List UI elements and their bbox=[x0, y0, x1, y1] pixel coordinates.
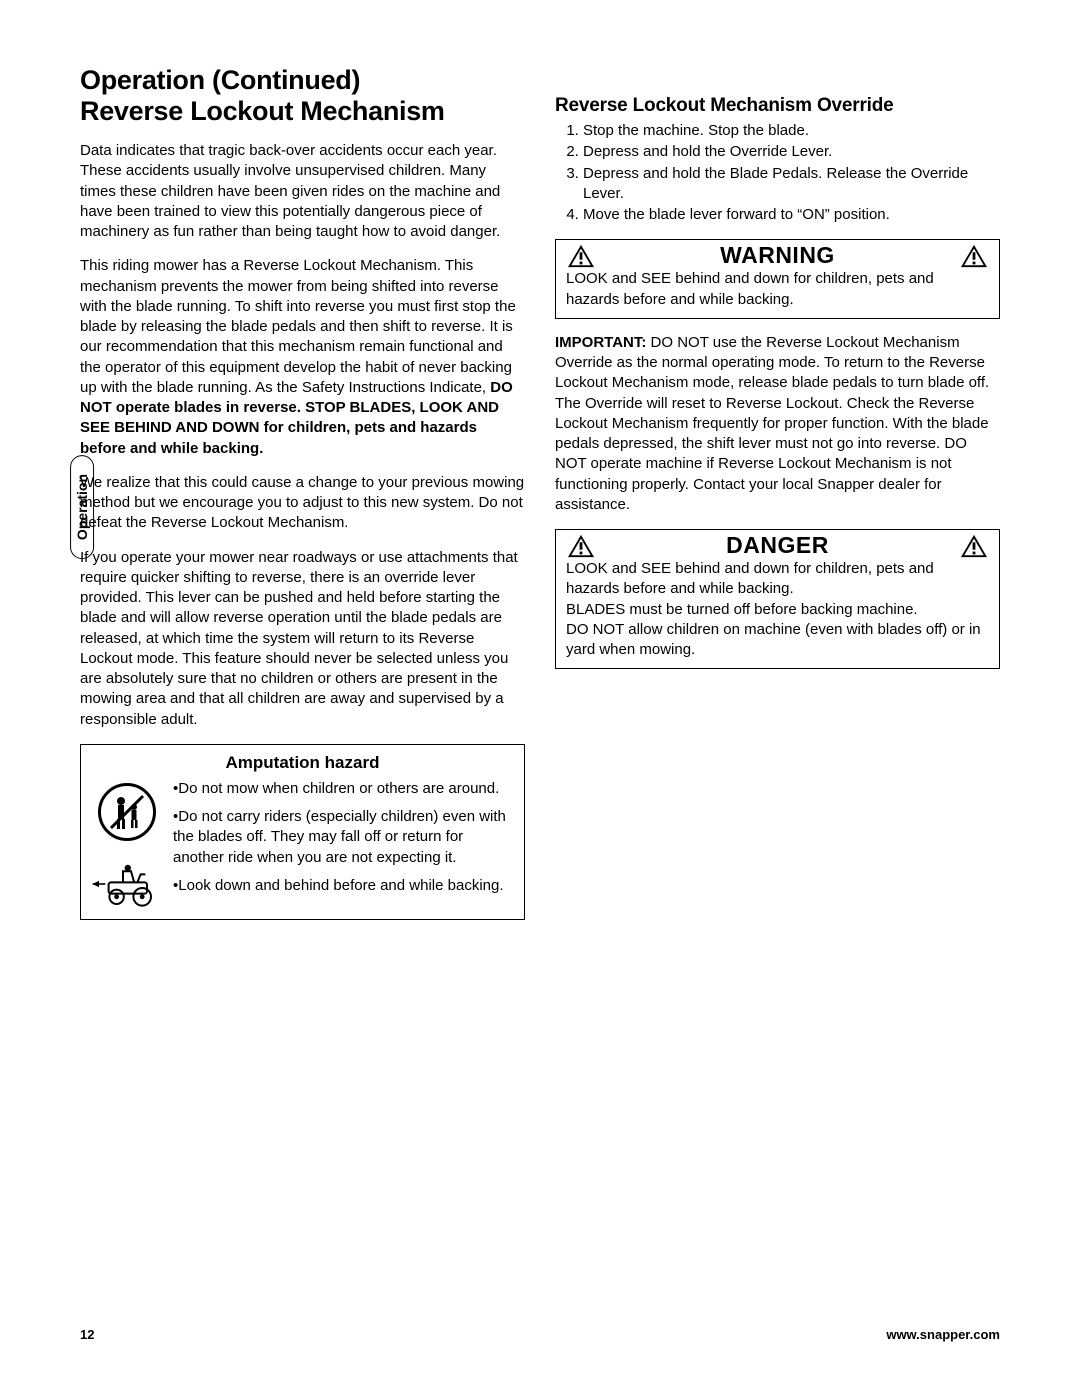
intro-paragraph-2: This riding mower has a Reverse Lockout … bbox=[80, 256, 525, 459]
danger-line-2: BLADES must be turned off before backing… bbox=[566, 600, 989, 620]
section-tab: Operation bbox=[70, 455, 94, 559]
step-3: Depress and hold the Blade Pedals. Relea… bbox=[583, 164, 1000, 205]
warning-triangle-icon bbox=[566, 243, 596, 269]
danger-box: DANGER LOOK and SEE behind and down for … bbox=[555, 529, 1000, 669]
warning-triangle-icon bbox=[959, 243, 989, 269]
danger-line-3: DO NOT allow children on machine (even w… bbox=[566, 620, 989, 661]
warning-box: WARNING LOOK and SEE behind and down for… bbox=[555, 239, 1000, 319]
warning-header: WARNING bbox=[556, 240, 999, 269]
intro-paragraph-4: If you operate your mower near roadways … bbox=[80, 548, 525, 730]
intro-paragraph-1: Data indicates that tragic back-over acc… bbox=[80, 141, 525, 242]
warning-triangle-icon bbox=[566, 533, 596, 559]
footer-url: www.snapper.com bbox=[886, 1327, 1000, 1342]
hazard-bullet-3: •Look down and behind before and while b… bbox=[173, 876, 514, 896]
right-column: Reverse Lockout Mechanism Override Stop … bbox=[555, 65, 1000, 920]
page-title: Operation (Continued) Reverse Lockout Me… bbox=[80, 65, 525, 127]
para2-normal: This riding mower has a Reverse Lockout … bbox=[80, 257, 516, 396]
two-column-layout: Operation (Continued) Reverse Lockout Me… bbox=[80, 65, 1000, 920]
step-1: Stop the machine. Stop the blade. bbox=[583, 121, 1000, 141]
danger-title: DANGER bbox=[726, 532, 829, 559]
warning-title: WARNING bbox=[720, 242, 835, 269]
page-content: Operation Operation (Continued) Reverse … bbox=[80, 65, 1000, 1342]
override-steps: Stop the machine. Stop the blade. Depres… bbox=[555, 121, 1000, 225]
hazard-bullet-2: •Do not carry riders (especially childre… bbox=[173, 807, 514, 868]
step-2: Depress and hold the Override Lever. bbox=[583, 142, 1000, 162]
step-4: Move the blade lever forward to “ON” pos… bbox=[583, 205, 1000, 225]
danger-line-1: LOOK and SEE behind and down for childre… bbox=[566, 559, 989, 600]
important-text: DO NOT use the Reverse Lockout Mechanism… bbox=[555, 334, 989, 513]
warning-body: LOOK and SEE behind and down for childre… bbox=[556, 269, 999, 318]
riding-mower-icon bbox=[91, 859, 163, 909]
page-number: 12 bbox=[80, 1327, 94, 1342]
danger-body: LOOK and SEE behind and down for childre… bbox=[556, 559, 999, 668]
people-keepout-icon bbox=[98, 783, 156, 841]
left-column: Operation (Continued) Reverse Lockout Me… bbox=[80, 65, 525, 920]
hazard-bullet-1: •Do not mow when children or others are … bbox=[173, 779, 514, 799]
intro-paragraph-3: We realize that this could cause a chang… bbox=[80, 473, 525, 534]
page-footer: 12 www.snapper.com bbox=[80, 1327, 1000, 1342]
override-title: Reverse Lockout Mechanism Override bbox=[555, 95, 1000, 117]
important-paragraph: IMPORTANT: DO NOT use the Reverse Lockou… bbox=[555, 333, 1000, 515]
title-line1: Operation (Continued) bbox=[80, 65, 360, 95]
important-label: IMPORTANT: bbox=[555, 334, 646, 351]
warning-triangle-icon bbox=[959, 533, 989, 559]
hazard-icons-column bbox=[91, 779, 163, 909]
hazard-body: •Do not mow when children or others are … bbox=[91, 779, 514, 909]
section-tab-label: Operation bbox=[74, 474, 90, 540]
amputation-hazard-box: Amputation hazard bbox=[80, 744, 525, 920]
hazard-title: Amputation hazard bbox=[91, 753, 514, 773]
danger-header: DANGER bbox=[556, 530, 999, 559]
title-line2: Reverse Lockout Mechanism bbox=[80, 96, 445, 126]
hazard-text-column: •Do not mow when children or others are … bbox=[173, 779, 514, 909]
